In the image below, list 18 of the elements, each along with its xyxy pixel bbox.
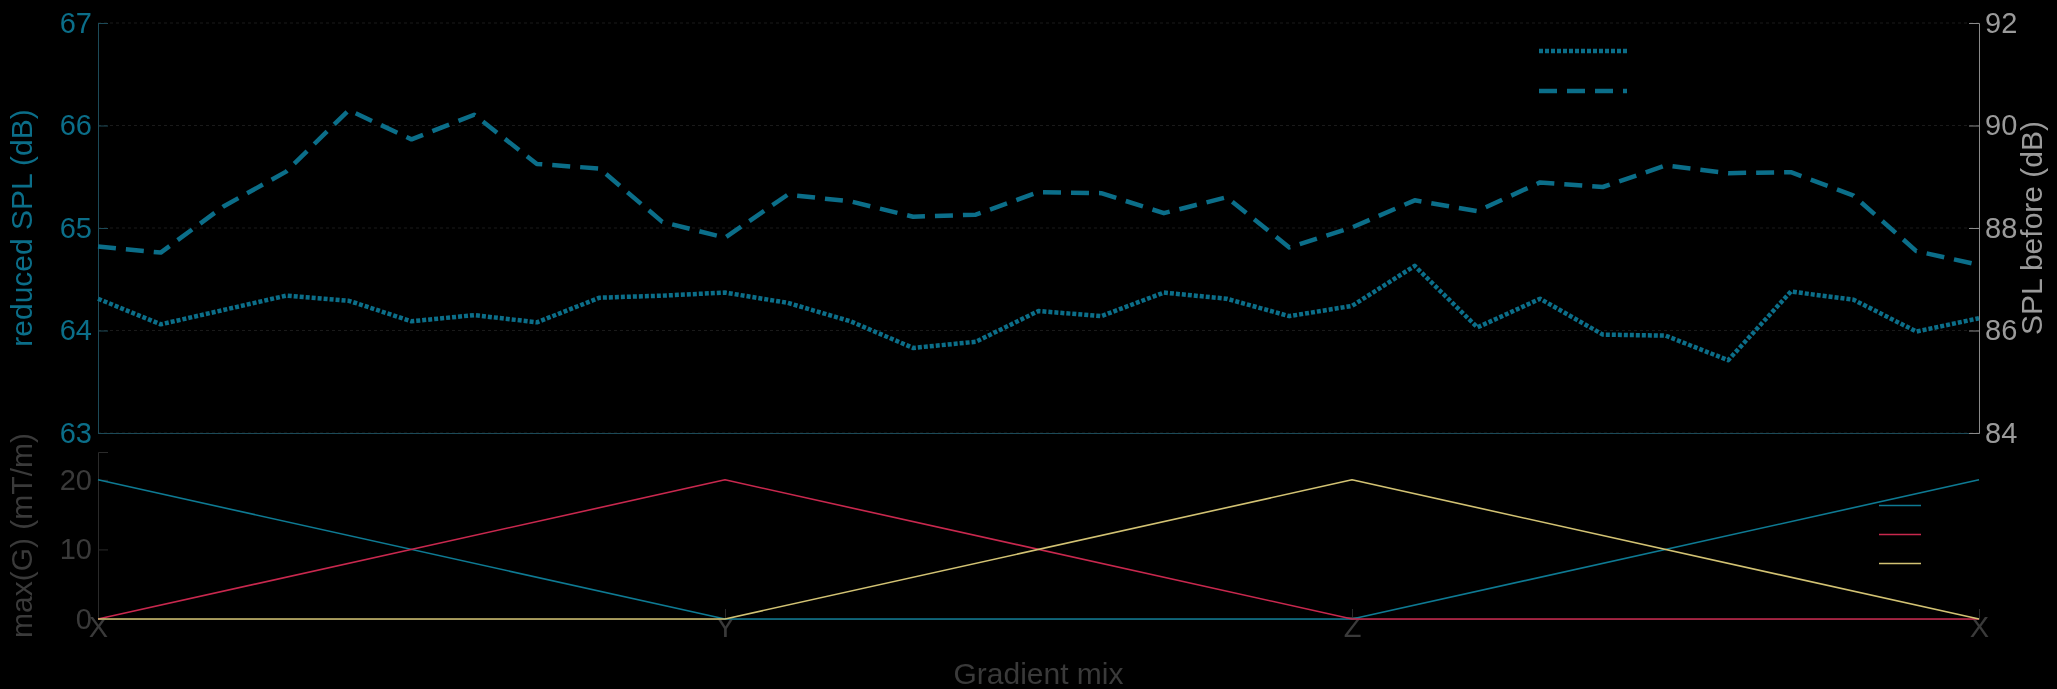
- y-tick-label: 63: [59, 416, 92, 449]
- line-series: [95, 263, 1982, 363]
- x-axis-title: Gradient mix: [953, 657, 1124, 689]
- y2-axis-title: SPL before (dB): [2015, 121, 2048, 335]
- y-tick-label: 20: [59, 463, 92, 496]
- y-tick-label: 64: [59, 314, 92, 347]
- y-tick-label: 0: [75, 602, 92, 635]
- y2-tick-label: 92: [1985, 6, 2018, 39]
- y2-tick-label: 90: [1985, 109, 2018, 142]
- y-tick-label: 66: [59, 109, 92, 142]
- y-tick-label: 65: [59, 211, 92, 244]
- y-axis-title: max(G) (mT/m): [5, 433, 38, 638]
- y2-tick-label: 88: [1985, 211, 2018, 244]
- y2-tick-label: 84: [1985, 416, 2018, 449]
- y2-tick-label: 86: [1985, 314, 2018, 347]
- y-tick-label: 67: [59, 6, 92, 39]
- y-tick-label: 10: [59, 533, 92, 566]
- y-axis-title: reduced SPL (dB): [5, 109, 38, 347]
